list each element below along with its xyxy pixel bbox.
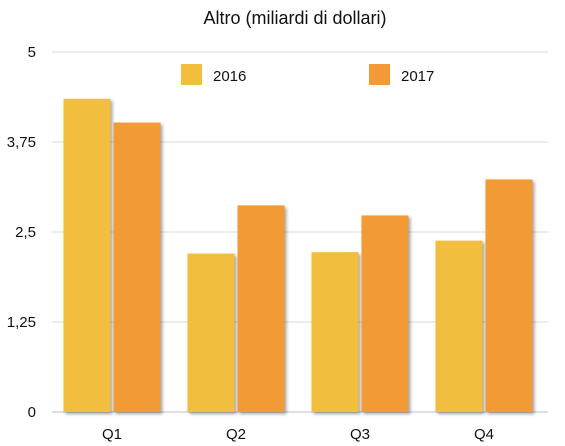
bar-2017-Q4 (485, 179, 533, 412)
x-tick-label: Q3 (350, 426, 370, 443)
x-tick-label: Q2 (226, 426, 246, 443)
legend-swatch-2017 (369, 64, 390, 85)
bars (63, 98, 533, 413)
chart-title: Altro (miliardi di dollari) (203, 8, 386, 28)
y-tick-label: 1,25 (7, 314, 36, 331)
bar-2016-Q4 (435, 240, 483, 412)
y-tick-label: 3,75 (7, 134, 36, 151)
bar-2017-Q2 (237, 205, 285, 412)
x-axis-ticks: Q1 Q2 Q3 Q4 (102, 426, 494, 443)
y-tick-label: 5 (28, 44, 36, 61)
bar-2016-Q2 (187, 253, 235, 412)
y-axis-ticks: 0 1,25 2,5 3,75 5 (7, 44, 36, 421)
bar-2016-Q3 (311, 252, 359, 412)
legend-label-2017: 2017 (401, 68, 434, 85)
y-tick-label: 0 (28, 404, 36, 421)
y-tick-label: 2,5 (15, 224, 36, 241)
bar-2017-Q1 (113, 122, 161, 412)
legend-label-2016: 2016 (213, 68, 246, 85)
bar-2016-Q1 (63, 98, 111, 413)
x-tick-label: Q4 (474, 426, 494, 443)
legend: 2016 2017 (181, 64, 434, 85)
bar-2017-Q3 (361, 215, 409, 412)
x-tick-label: Q1 (102, 426, 122, 443)
legend-swatch-2016 (181, 64, 202, 85)
